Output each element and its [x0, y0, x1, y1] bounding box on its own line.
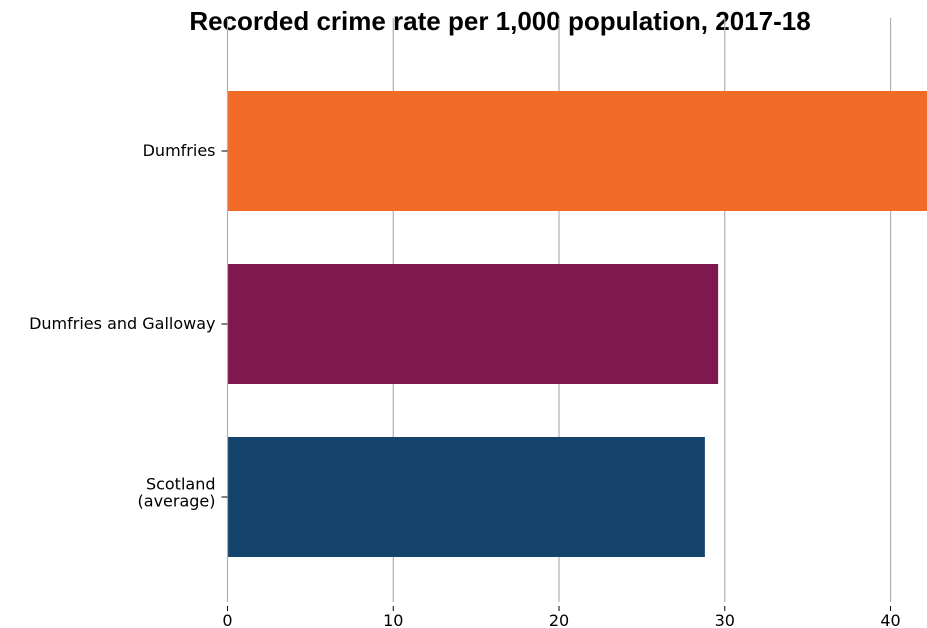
x-tick-label-10: 10 [383, 611, 403, 628]
x-tick-label-0: 0 [222, 611, 232, 628]
y-tick-label-0: Dumfries [143, 141, 216, 160]
axes: 0 10 20 30 40 Dumfries Dumfries and Galloway Sc… [29, 18, 901, 628]
y-tick-label-1: Dumfries and Galloway [29, 314, 215, 333]
bar-2 [227, 437, 705, 557]
bar-1 [227, 264, 719, 384]
bars [227, 91, 927, 557]
chart-title: Recorded crime rate per 1,000 population… [189, 6, 811, 36]
bar-0 [227, 91, 927, 211]
x-tick-label-20: 20 [549, 611, 569, 628]
y-tick-label-2: Scotland (average) [138, 475, 216, 511]
x-tick-label-30: 30 [715, 611, 735, 628]
x-tick-label-40: 40 [880, 611, 900, 628]
